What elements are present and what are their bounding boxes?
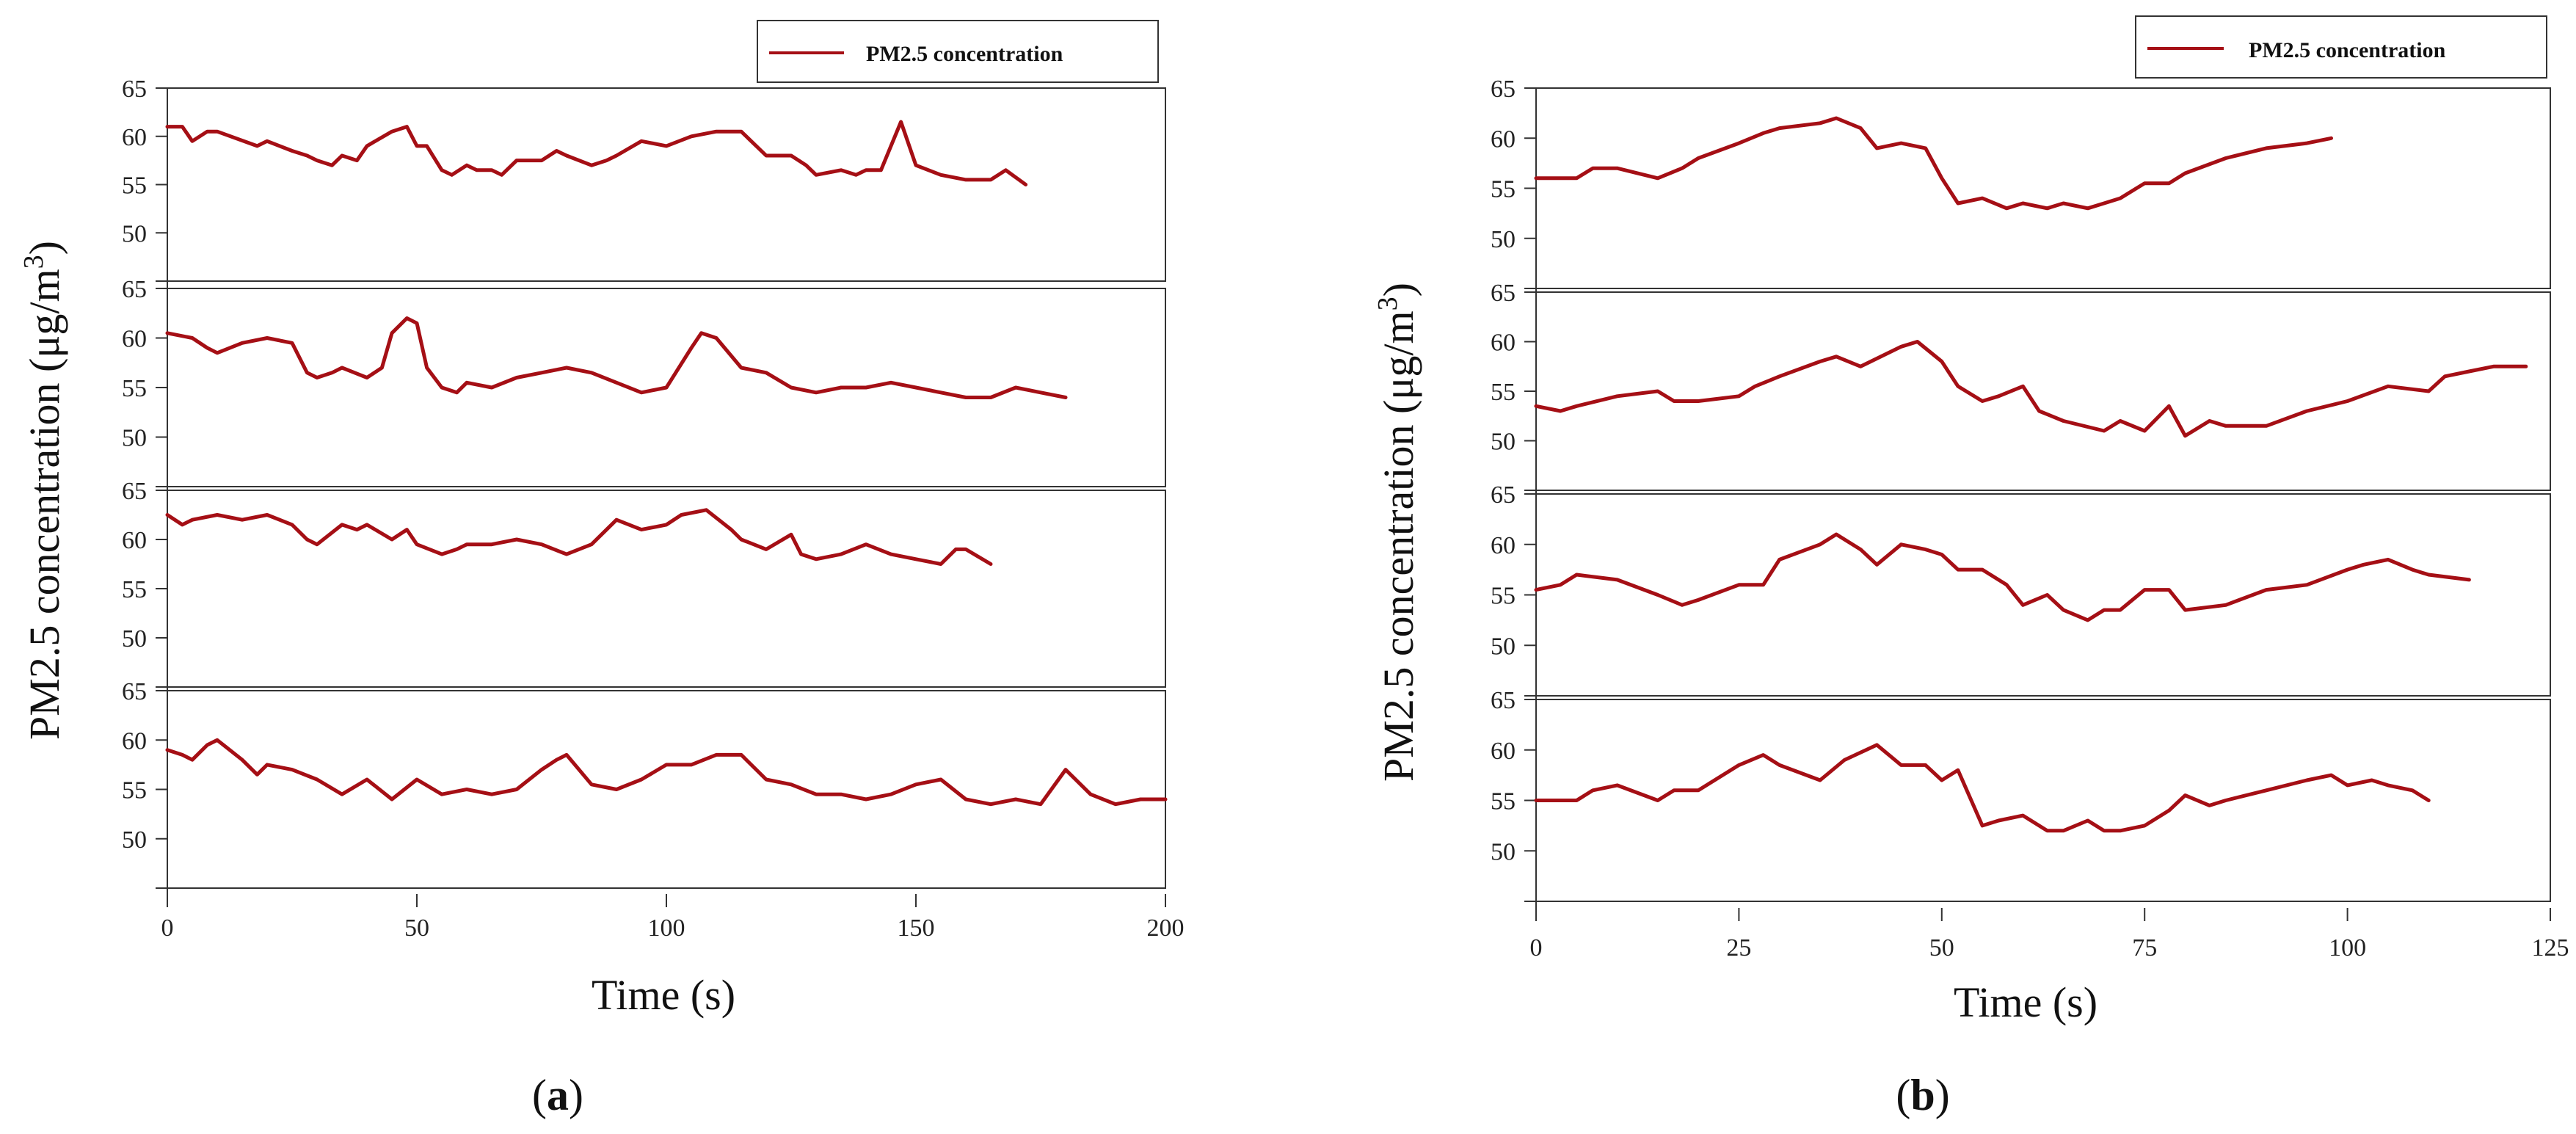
- y-tick-label: 50: [122, 826, 147, 854]
- x-tick-label: 0: [1530, 934, 1543, 962]
- chart-a-legend: PM2.5 concentration: [757, 20, 1159, 83]
- y-axis-title-sup: 3: [18, 255, 49, 269]
- series-line: [165, 738, 1168, 807]
- y-tick-label: 55: [122, 777, 147, 804]
- y-tick-label: 50: [122, 625, 147, 653]
- subplot-3: 50 55 60 65: [122, 478, 1166, 688]
- subplot-1: 50 55 60 65: [122, 76, 1166, 282]
- y-tick-label: 60: [1491, 330, 1516, 357]
- y-tick-label: 50: [1491, 633, 1516, 660]
- y-tick-label: 55: [1491, 583, 1516, 610]
- y-axis-title-close: ): [1375, 283, 1422, 297]
- legend-label: PM2.5 concentration: [2249, 38, 2446, 62]
- subplot-4: 50 55 60 65: [1491, 687, 2551, 902]
- series-line: [165, 316, 1068, 399]
- y-tick-label: 60: [1491, 532, 1516, 559]
- x-tick-label: 150: [898, 915, 935, 942]
- x-tick-label: 200: [1147, 915, 1185, 942]
- panel-label-b-letter: b: [1910, 1071, 1935, 1119]
- subplot-frame: [1535, 291, 2551, 491]
- panel-label-b-open: (: [1896, 1071, 1910, 1119]
- subplot-frame: [1535, 87, 2551, 289]
- y-tick-label: 50: [1491, 226, 1516, 253]
- subplot-frame: [167, 690, 1166, 889]
- y-tick-label: 65: [122, 478, 147, 505]
- series-line: [165, 508, 993, 566]
- subplot-3: 50 55 60 65: [1491, 481, 2551, 697]
- chart-b: PM2.5 concentration 50 55 60 65 50 55 60 65 50 55…: [1372, 15, 2569, 1119]
- y-tick-label: 60: [122, 727, 147, 755]
- panel-label-a-letter: a: [547, 1071, 569, 1119]
- y-tick-label: 50: [1491, 429, 1516, 456]
- subplot-frame: [167, 490, 1166, 688]
- x-tick-label: 50: [1929, 934, 1954, 962]
- y-tick-label: 55: [122, 172, 147, 200]
- series-line: [1534, 743, 2431, 833]
- y-axis-title: PM2.5 concentration (μg/m3): [1372, 283, 1422, 782]
- panel-label-a-close: ): [569, 1071, 583, 1119]
- x-tick-label: 125: [2532, 934, 2569, 962]
- y-axis-title-main: PM2.5 concentration (μg/m: [1375, 310, 1422, 782]
- y-tick-label: 50: [1491, 838, 1516, 865]
- chart-b-panels: 50 55 60 65 50 55 60 65 50 55 60 65 50 55 60 65 0 25 50 75 1…: [1491, 76, 2569, 962]
- x-tick-label: 0: [161, 915, 174, 942]
- y-tick-label: 55: [1491, 788, 1516, 815]
- y-axis-title-sup: 3: [1372, 297, 1403, 310]
- legend-label: PM2.5 concentration: [866, 42, 1063, 66]
- y-tick-label: 65: [1491, 687, 1516, 714]
- x-axis-title: Time (s): [1954, 978, 2097, 1026]
- series-line: [165, 120, 1028, 186]
- y-tick-label: 55: [1491, 176, 1516, 203]
- panel-label-a-open: (: [532, 1071, 547, 1119]
- y-axis-title-main: PM2.5 concentration (μg/m: [21, 269, 68, 740]
- y-tick-label: 65: [122, 678, 147, 705]
- series-line: [1534, 340, 2528, 438]
- y-tick-label: 65: [1491, 76, 1516, 103]
- x-tick-label: 75: [2132, 934, 2157, 962]
- y-tick-label: 50: [122, 220, 147, 247]
- y-tick-label: 60: [122, 326, 147, 353]
- x-tick-label: 25: [1726, 934, 1751, 962]
- chart-a-panels: 50 55 60 65 50 55 60 65 50 55 60 65 50 55 60 65 0 50 100 15…: [122, 76, 1185, 942]
- x-tick-label: 100: [648, 915, 685, 942]
- subplot-2: 50 55 60 65: [122, 276, 1166, 487]
- x-axis-title: Time (s): [592, 971, 735, 1019]
- y-tick-label: 55: [122, 576, 147, 603]
- chart-b-legend: PM2.5 concentration: [2135, 15, 2547, 79]
- y-tick-label: 60: [1491, 126, 1516, 153]
- y-tick-label: 55: [122, 375, 147, 402]
- y-tick-label: 50: [122, 425, 147, 452]
- subplot-frame: [1535, 699, 2551, 902]
- y-tick-label: 60: [1491, 738, 1516, 765]
- subplot-4: 50 55 60 65: [122, 678, 1168, 889]
- subplot-1: 50 55 60 65: [1491, 76, 2551, 289]
- series-line: [1534, 532, 2471, 622]
- panel-label-a: (a): [532, 1071, 583, 1119]
- series-line: [1534, 116, 2333, 211]
- y-tick-label: 65: [1491, 481, 1516, 509]
- y-tick-label: 65: [1491, 280, 1516, 307]
- y-tick-label: 55: [1491, 379, 1516, 406]
- x-tick-label: 50: [404, 915, 429, 942]
- y-axis-title-close: ): [21, 241, 68, 255]
- y-tick-label: 60: [122, 527, 147, 554]
- y-tick-label: 60: [122, 124, 147, 151]
- y-tick-label: 65: [122, 276, 147, 303]
- chart-a: PM2.5 concentration 50 55 60 65 50 55 60 65 50 55…: [18, 20, 1185, 1119]
- panel-label-b-close: ): [1935, 1071, 1950, 1119]
- y-axis-title: PM2.5 concentration (μg/m3): [18, 241, 68, 740]
- subplot-2: 50 55 60 65: [1491, 280, 2551, 491]
- panel-label-b: (b): [1896, 1071, 1949, 1119]
- subplot-frame: [167, 87, 1166, 282]
- x-tick-label: 100: [2329, 934, 2366, 962]
- y-tick-label: 65: [122, 76, 147, 103]
